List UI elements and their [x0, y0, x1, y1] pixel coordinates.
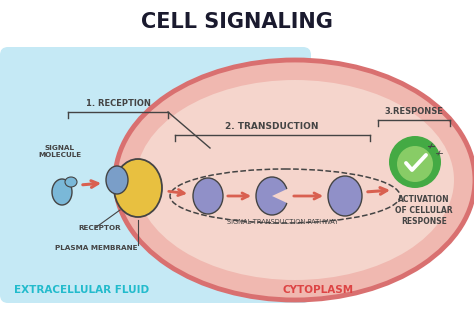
Text: PLASMA MEMBRANE: PLASMA MEMBRANE — [55, 245, 137, 251]
Wedge shape — [272, 188, 291, 204]
Text: CELL SIGNALING: CELL SIGNALING — [141, 12, 333, 32]
Text: SIGNAL
MOLECULE: SIGNAL MOLECULE — [38, 145, 82, 158]
Text: 3.RESPONSE: 3.RESPONSE — [384, 107, 444, 116]
Text: CYTOPLASM: CYTOPLASM — [283, 285, 354, 295]
Circle shape — [389, 136, 441, 188]
Text: ACTIVATION
OF CELLULAR
RESPONSE: ACTIVATION OF CELLULAR RESPONSE — [395, 195, 453, 226]
Ellipse shape — [114, 159, 162, 217]
Text: 1. RECEPTION: 1. RECEPTION — [86, 99, 150, 108]
Circle shape — [397, 146, 433, 182]
Text: EXTRACELLULAR FLUID: EXTRACELLULAR FLUID — [14, 285, 150, 295]
Ellipse shape — [136, 80, 454, 280]
Text: RECEPTOR: RECEPTOR — [78, 225, 120, 231]
Ellipse shape — [106, 166, 128, 194]
FancyBboxPatch shape — [0, 47, 311, 303]
Ellipse shape — [65, 177, 77, 187]
Text: SIGNAL-TRANSDUCTION PATHWAY: SIGNAL-TRANSDUCTION PATHWAY — [228, 219, 339, 225]
Text: 2. TRANSDUCTION: 2. TRANSDUCTION — [225, 122, 319, 131]
Ellipse shape — [115, 60, 474, 300]
Ellipse shape — [52, 179, 72, 205]
Ellipse shape — [328, 176, 362, 216]
Ellipse shape — [193, 178, 223, 214]
Ellipse shape — [256, 177, 288, 215]
